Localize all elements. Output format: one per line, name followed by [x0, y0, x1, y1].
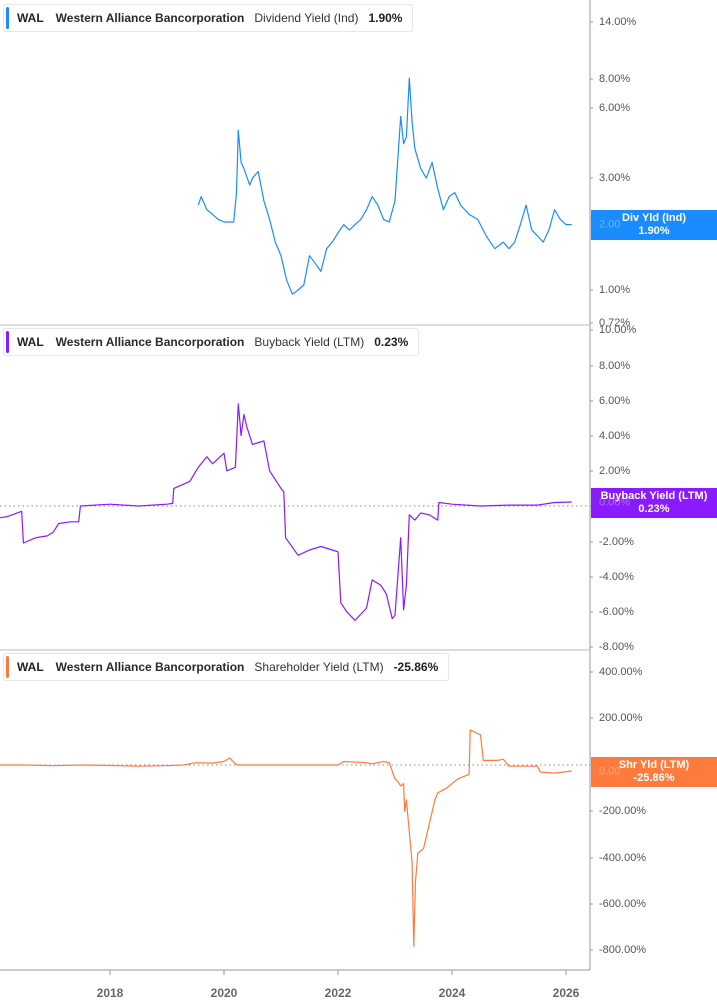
y-tick-label: 3.00% — [599, 172, 631, 184]
series-layer — [0, 77, 572, 947]
legend-ticker: WAL — [17, 335, 44, 349]
x-tick-label: 2020 — [210, 986, 238, 1000]
y-tick-label: 8.00% — [599, 73, 631, 85]
series-color-swatch — [6, 331, 9, 353]
legend-value: -25.86% — [393, 660, 439, 674]
y-tick-label: 0.72% — [599, 317, 631, 329]
legend-value: 0.23% — [374, 335, 409, 349]
flag-label: Div Yld (Ind) — [622, 212, 686, 224]
y-tick-label: 8.00% — [599, 360, 631, 372]
legend-ticker: WAL — [17, 660, 44, 674]
series-color-swatch — [6, 656, 9, 678]
y-tick-label: 6.00% — [599, 102, 631, 114]
y-tick-label: 14.00% — [599, 16, 637, 28]
legend-company: Western Alliance Bancorporation — [55, 660, 245, 674]
flag-ghost-tick: 0.00 — [599, 765, 621, 778]
legend-dividend-yield[interactable]: WAL Western Alliance Bancorporation Divi… — [3, 4, 414, 32]
y-tick-label: -200.00% — [599, 805, 647, 817]
x-tick-label: 2024 — [438, 986, 466, 1000]
y-tick-label: -600.00% — [599, 898, 647, 910]
series-color-swatch — [6, 7, 9, 29]
y-tick-label: -2.00% — [599, 536, 634, 548]
buyback-yield-line — [0, 403, 572, 621]
y-tick-label: 200.00% — [599, 712, 643, 724]
y-tick-label: -8.00% — [599, 641, 634, 653]
legend-metric: Buyback Yield (LTM) — [254, 335, 365, 349]
legend-company: Western Alliance Bancorporation — [55, 11, 245, 25]
last-value-flag-dividend: 2.00 Div Yld (Ind) 1.90% — [591, 210, 717, 240]
shareholder-yield-line — [0, 729, 572, 947]
last-value-flag-shareholder: 0.00 Shr Yld (LTM) -25.86% — [591, 757, 717, 787]
flag-label: Shr Yld (LTM) — [618, 759, 690, 771]
y-tick-label: 10.00% — [599, 324, 637, 336]
flag-ghost-tick: 2.00 — [599, 218, 621, 231]
y-tick-label: 1.00% — [599, 284, 631, 296]
y-tick-label: 6.00% — [599, 395, 631, 407]
legend-metric: Dividend Yield (Ind) — [254, 11, 359, 25]
legend-value: 1.90% — [368, 11, 403, 25]
legend-company: Western Alliance Bancorporation — [55, 335, 245, 349]
y-tick-label: 4.00% — [599, 430, 631, 442]
last-value-flag-buyback: 0.00% Buyback Yield (LTM) 0.23% — [591, 488, 717, 518]
y-tick-label: 400.00% — [599, 666, 643, 678]
x-tick-label: 2026 — [552, 986, 580, 1000]
flag-value: 0.23% — [638, 503, 670, 515]
y-tick-label: -4.00% — [599, 571, 634, 583]
flag-value: 1.90% — [638, 225, 670, 237]
legend-metric: Shareholder Yield (LTM) — [254, 660, 384, 674]
flag-value: -25.86% — [633, 772, 675, 784]
legend-shareholder-yield[interactable]: WAL Western Alliance Bancorporation Shar… — [3, 653, 450, 681]
y-tick-label: -6.00% — [599, 606, 634, 618]
flag-ghost-tick: 0.00% — [599, 496, 631, 509]
dividend-yield-line — [197, 77, 572, 295]
legend-buyback-yield[interactable]: WAL Western Alliance Bancorporation Buyb… — [3, 328, 420, 356]
y-tick-label: 2.00% — [599, 465, 631, 477]
x-tick-label: 2018 — [96, 986, 124, 1000]
y-tick-label: -800.00% — [599, 944, 647, 956]
axes-layer — [0, 0, 593, 975]
y-tick-label: -400.00% — [599, 852, 647, 864]
x-tick-label: 2022 — [324, 986, 352, 1000]
flag-label: Buyback Yield (LTM) — [600, 490, 708, 502]
legend-ticker: WAL — [17, 11, 44, 25]
